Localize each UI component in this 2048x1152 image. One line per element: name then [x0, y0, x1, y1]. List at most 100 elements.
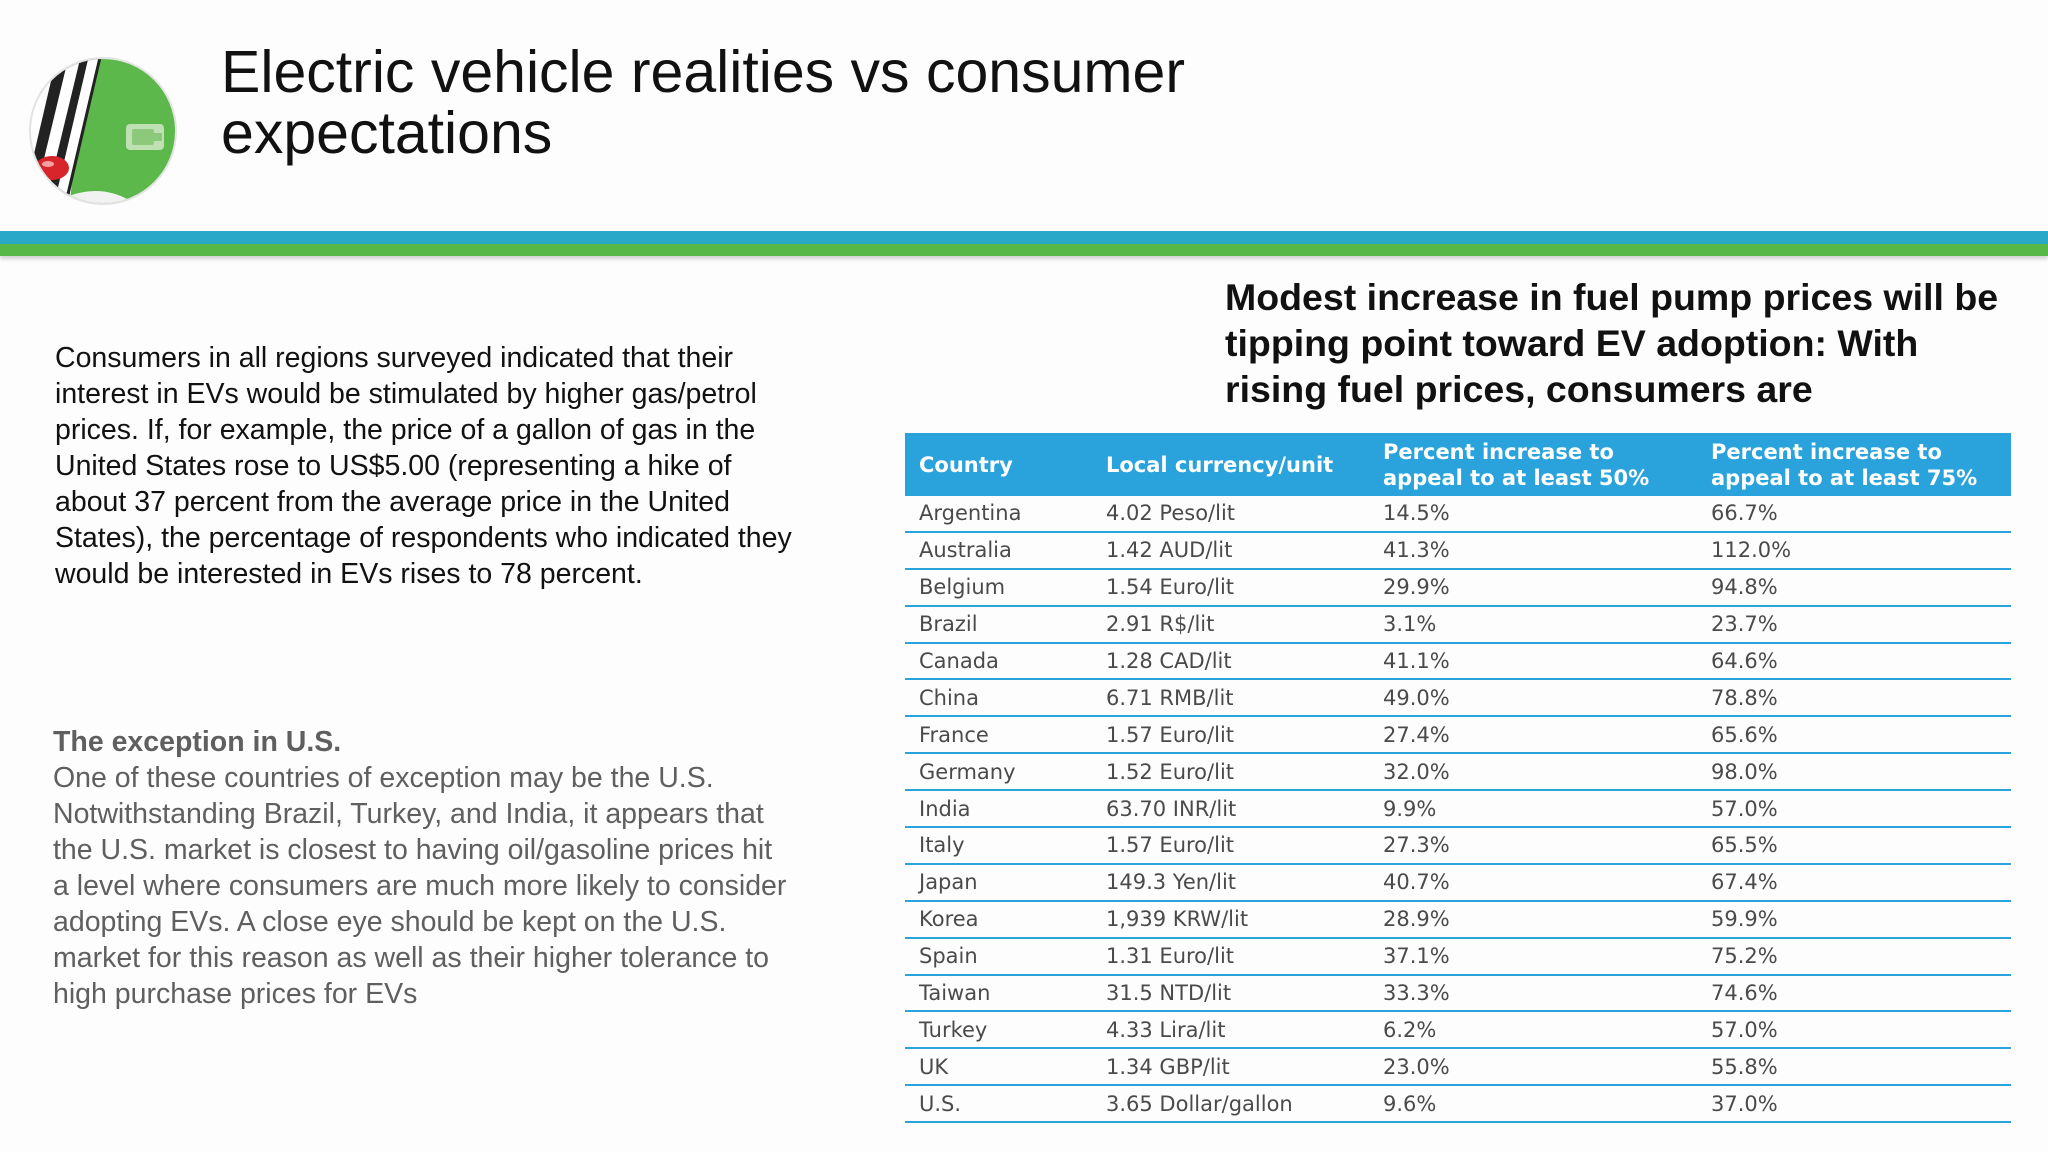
table-row: Argentina 4.02 Peso/lit 14.5% 66.7% [905, 496, 2011, 533]
column-header-local-currency: Local currency/unit [1092, 433, 1369, 496]
cell-local-currency: 4.33 Lira/lit [1092, 1011, 1369, 1050]
cell-increase-50: 27.3% [1369, 827, 1697, 865]
cell-local-currency: 31.5 NTD/lit [1092, 974, 1369, 1013]
cell-increase-50: 33.3% [1369, 974, 1697, 1013]
cell-increase-50: 40.7% [1369, 863, 1697, 902]
cell-local-currency: 4.02 Peso/lit [1092, 496, 1369, 533]
cell-increase-75: 66.7% [1697, 496, 2011, 533]
cell-local-currency: 1.54 Euro/lit [1092, 568, 1369, 607]
cell-increase-75: 55.8% [1697, 1048, 2011, 1087]
table-row: Australia 1.42 AUD/lit 41.3% 112.0% [905, 531, 2011, 570]
cell-country: Taiwan [905, 974, 1092, 1013]
cell-increase-75: 64.6% [1697, 642, 2011, 681]
cell-country: Turkey [905, 1011, 1092, 1050]
page-title: Electric vehicle realities vs consumer e… [221, 39, 1185, 166]
exception-heading: The exception in U.S. [53, 726, 342, 758]
cell-country: China [905, 679, 1092, 718]
cell-increase-75: 74.6% [1697, 974, 2011, 1013]
table-row: Italy 1.57 Euro/lit 27.3% 65.5% [905, 827, 2011, 865]
column-header-increase-50: Percent increase to appeal to at least 5… [1369, 433, 1697, 496]
cell-country: Korea [905, 900, 1092, 939]
cell-local-currency: 1.57 Euro/lit [1092, 716, 1369, 755]
cell-increase-50: 9.6% [1369, 1085, 1697, 1124]
cell-local-currency: 1,939 KRW/lit [1092, 900, 1369, 939]
cell-increase-75: 37.0% [1697, 1085, 2011, 1124]
cell-increase-75: 78.8% [1697, 679, 2011, 718]
table-body: Argentina 4.02 Peso/lit 14.5% 66.7% Aust… [905, 496, 2011, 1124]
table-header-row: Country Local currency/unit Percent incr… [905, 433, 2011, 496]
table-row: Spain 1.31 Euro/lit 37.1% 75.2% [905, 937, 2011, 976]
cell-increase-75: 65.5% [1697, 827, 2011, 865]
cell-local-currency: 2.91 R$/lit [1092, 605, 1369, 644]
cell-increase-75: 57.0% [1697, 1011, 2011, 1050]
cell-local-currency: 6.71 RMB/lit [1092, 679, 1369, 718]
header-divider-blue [0, 231, 2048, 244]
cell-country: Brazil [905, 605, 1092, 644]
cell-increase-75: 75.2% [1697, 937, 2011, 976]
table-row: Canada 1.28 CAD/lit 41.1% 64.6% [905, 642, 2011, 681]
header-divider-green [0, 244, 2048, 256]
table-row: Taiwan 31.5 NTD/lit 33.3% 74.6% [905, 974, 2011, 1013]
cell-increase-50: 27.4% [1369, 716, 1697, 755]
cell-country: Australia [905, 531, 1092, 570]
cell-increase-75: 98.0% [1697, 753, 2011, 792]
cell-increase-50: 41.1% [1369, 642, 1697, 681]
cell-country: Italy [905, 827, 1092, 865]
table-row: Korea 1,939 KRW/lit 28.9% 59.9% [905, 900, 2011, 939]
cell-increase-75: 65.6% [1697, 716, 2011, 755]
cell-increase-50: 32.0% [1369, 753, 1697, 792]
cell-country: UK [905, 1048, 1092, 1087]
cell-increase-75: 59.9% [1697, 900, 2011, 939]
cell-increase-50: 37.1% [1369, 937, 1697, 976]
cell-increase-50: 23.0% [1369, 1048, 1697, 1087]
table-row: India 63.70 INR/lit 9.9% 57.0% [905, 790, 2011, 829]
cell-country: Germany [905, 753, 1092, 792]
table-row: Germany 1.52 Euro/lit 32.0% 98.0% [905, 753, 2011, 792]
cell-local-currency: 1.42 AUD/lit [1092, 531, 1369, 570]
cell-increase-50: 3.1% [1369, 605, 1697, 644]
cell-country: India [905, 790, 1092, 829]
electric-car-charging-icon [29, 57, 177, 205]
cell-country: U.S. [905, 1085, 1092, 1124]
table-row: U.S. 3.65 Dollar/gallon 9.6% 37.0% [905, 1085, 2011, 1124]
cell-country: Spain [905, 937, 1092, 976]
cell-increase-50: 14.5% [1369, 496, 1697, 533]
cell-increase-50: 6.2% [1369, 1011, 1697, 1050]
table-row: Belgium 1.54 Euro/lit 29.9% 94.8% [905, 568, 2011, 607]
table-heading: Modest increase in fuel pump prices will… [1225, 276, 1999, 410]
cell-country: Canada [905, 642, 1092, 681]
table-row: Turkey 4.33 Lira/lit 6.2% 57.0% [905, 1011, 2011, 1050]
cell-local-currency: 3.65 Dollar/gallon [1092, 1085, 1369, 1124]
cell-increase-50: 49.0% [1369, 679, 1697, 718]
cell-local-currency: 1.31 Euro/lit [1092, 937, 1369, 976]
intro-paragraph: Consumers in all regions surveyed indica… [55, 342, 792, 590]
cell-increase-75: 23.7% [1697, 605, 2011, 644]
cell-local-currency: 63.70 INR/lit [1092, 790, 1369, 829]
column-header-increase-75: Percent increase to appeal to at least 7… [1697, 433, 2011, 496]
cell-local-currency: 1.52 Euro/lit [1092, 753, 1369, 792]
table-row: Japan 149.3 Yen/lit 40.7% 67.4% [905, 863, 2011, 902]
cell-local-currency: 1.34 GBP/lit [1092, 1048, 1369, 1087]
cell-country: Japan [905, 863, 1092, 902]
table-row: China 6.71 RMB/lit 49.0% 78.8% [905, 679, 2011, 718]
cell-country: Belgium [905, 568, 1092, 607]
table-row: Brazil 2.91 R$/lit 3.1% 23.7% [905, 605, 2011, 644]
exception-section: The exception in U.S. One of these count… [53, 724, 793, 1012]
cell-increase-50: 28.9% [1369, 900, 1697, 939]
exception-body: One of these countries of exception may … [53, 762, 787, 1010]
cell-local-currency: 149.3 Yen/lit [1092, 863, 1369, 902]
cell-increase-50: 41.3% [1369, 531, 1697, 570]
table-row: UK 1.34 GBP/lit 23.0% 55.8% [905, 1048, 2011, 1087]
cell-increase-75: 57.0% [1697, 790, 2011, 829]
cell-increase-75: 67.4% [1697, 863, 2011, 902]
cell-increase-50: 29.9% [1369, 568, 1697, 607]
cell-country: Argentina [905, 496, 1092, 533]
cell-increase-50: 9.9% [1369, 790, 1697, 829]
table-row: France 1.57 Euro/lit 27.4% 65.6% [905, 716, 2011, 755]
cell-increase-75: 94.8% [1697, 568, 2011, 607]
cell-local-currency: 1.28 CAD/lit [1092, 642, 1369, 681]
cell-country: France [905, 716, 1092, 755]
cell-increase-75: 112.0% [1697, 531, 2011, 570]
fuel-price-table: Country Local currency/unit Percent incr… [905, 433, 2011, 1124]
